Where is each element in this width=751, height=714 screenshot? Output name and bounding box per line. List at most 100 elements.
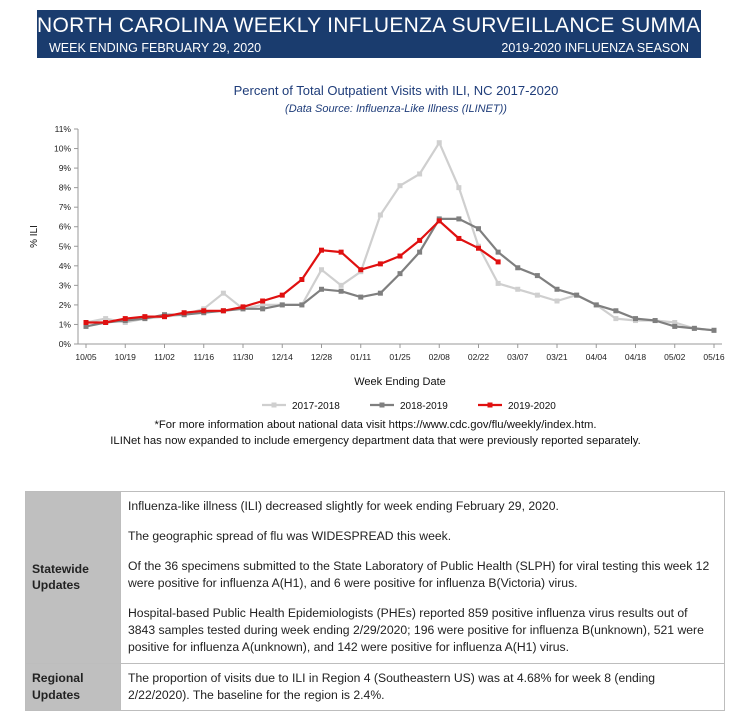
note-ilinet: ILINet has now expanded to include emerg… bbox=[110, 435, 641, 447]
legend-marker-2017-2018 bbox=[271, 402, 277, 408]
series-2019-2020-point bbox=[377, 261, 383, 267]
series-2019-2020-point bbox=[436, 218, 442, 224]
series-2019-2020-point bbox=[201, 308, 207, 314]
x-tick-label: 01/11 bbox=[350, 352, 371, 362]
series-2017-2018-point bbox=[515, 286, 521, 292]
series-2018-2019-point bbox=[319, 286, 324, 292]
series-2018-2019-point bbox=[338, 288, 344, 294]
statewide-label: Statewide Updates bbox=[25, 491, 121, 664]
series-2017-2018-point bbox=[456, 185, 462, 191]
series-2018-2019-point bbox=[593, 302, 599, 308]
series-2019-2020-point bbox=[456, 235, 462, 241]
x-tick-label: 11/16 bbox=[193, 352, 214, 362]
series-2019-2020-point bbox=[417, 237, 423, 243]
series-2017-2018-point bbox=[260, 302, 266, 308]
regional-content: The proportion of visits due to ILI in R… bbox=[120, 662, 725, 711]
series-2019-2020-line bbox=[86, 219, 499, 324]
series-2017-2018-point bbox=[534, 292, 540, 298]
series-2019-2020-point bbox=[142, 314, 148, 320]
series-2018-2019-point bbox=[83, 323, 89, 329]
y-tick-label: 4% bbox=[59, 261, 72, 271]
series-2018-2019-point bbox=[534, 273, 540, 279]
y-tick-label: 10% bbox=[54, 144, 71, 154]
series-2019-2020-point bbox=[240, 304, 246, 310]
series-2018-2019-point bbox=[456, 216, 462, 222]
y-tick-label: 6% bbox=[59, 222, 72, 232]
updates-table: Statewide Updates Influenza-like illness… bbox=[25, 491, 725, 711]
series-2017-2018-point bbox=[319, 267, 324, 273]
y-tick-label: 1% bbox=[59, 319, 72, 329]
y-tick-label: 2% bbox=[59, 300, 72, 310]
series-2019-2020-point bbox=[260, 298, 266, 304]
series-2018-2019-point bbox=[554, 286, 560, 292]
series-2017-2018-point bbox=[338, 282, 344, 288]
series-2018-2019-point bbox=[377, 290, 383, 296]
x-tick-label: 03/07 bbox=[507, 352, 529, 362]
series-2019-2020-point bbox=[397, 253, 403, 259]
series-2019-2020-point bbox=[495, 259, 501, 265]
series-2017-2018-point bbox=[436, 140, 442, 146]
x-tick-label: 04/04 bbox=[586, 352, 608, 362]
legend-label-2019-2020: 2019-2020 bbox=[508, 401, 556, 412]
x-tick-label: 05/16 bbox=[703, 352, 725, 362]
series-2018-2019-point bbox=[613, 308, 619, 314]
series-2019-2020-point bbox=[162, 314, 167, 320]
x-axis-title: Week Ending Date bbox=[354, 376, 446, 388]
statewide-paragraph: Of the 36 specimens submitted to the Sta… bbox=[128, 559, 710, 591]
statewide-paragraph: Hospital-based Public Health Epidemiolog… bbox=[128, 606, 704, 655]
series-2018-2019-point bbox=[652, 318, 658, 324]
ili-line-chart: Percent of Total Outpatient Visits with … bbox=[29, 83, 725, 412]
series-2017-2018-line bbox=[85, 141, 715, 332]
series-2018-2019-point bbox=[633, 316, 638, 322]
series-2019-2020-point bbox=[83, 320, 89, 325]
x-tick-label: 12/14 bbox=[272, 352, 294, 362]
legend-marker-2019-2020 bbox=[487, 402, 493, 408]
y-tick-label: 5% bbox=[59, 241, 72, 251]
series-2019-2020-point bbox=[220, 308, 226, 314]
report-title: NORTH CAROLINA WEEKLY INFLUENZA SURVEILL… bbox=[37, 14, 730, 37]
series-2019-2020-point bbox=[338, 249, 344, 255]
note-cdc-link: *For more information about national dat… bbox=[154, 419, 597, 431]
y-tick-label: 3% bbox=[59, 280, 72, 290]
series-2019-2020-point bbox=[299, 277, 305, 282]
regional-label: Regional Updates bbox=[25, 662, 121, 711]
x-tick-label: 12/28 bbox=[311, 352, 333, 362]
legend-marker-2018-2019 bbox=[379, 402, 385, 408]
series-2018-2019-point bbox=[417, 249, 423, 255]
series-2017-2018-point bbox=[495, 280, 501, 286]
y-tick-label: 8% bbox=[59, 183, 72, 193]
x-tick-label: 04/18 bbox=[625, 352, 647, 362]
regional-row: Regional Updates The proportion of visit… bbox=[25, 662, 725, 711]
series-2019-2020-point bbox=[358, 267, 364, 273]
series-2018-2019-point bbox=[476, 226, 481, 232]
series-2018-2019-point bbox=[299, 302, 305, 308]
series-2019-2020-point bbox=[181, 310, 187, 316]
series-2018-2019-point bbox=[279, 302, 285, 308]
series-2018-2019-point bbox=[260, 306, 266, 312]
series-2017-2018-point bbox=[417, 171, 423, 177]
y-tick-label: 9% bbox=[59, 163, 72, 173]
x-tick-label: 11/30 bbox=[233, 352, 254, 362]
x-tick-label: 02/22 bbox=[468, 352, 490, 362]
y-tick-label: 7% bbox=[59, 202, 72, 212]
series-2017-2018-point bbox=[220, 290, 226, 296]
x-tick-label: 05/02 bbox=[664, 352, 686, 362]
series-2018-2019-point bbox=[358, 294, 364, 300]
x-tick-label: 03/21 bbox=[546, 352, 568, 362]
y-axis-title: % ILI bbox=[29, 225, 40, 248]
series-2017-2018-point bbox=[397, 183, 403, 189]
series-2017-2018-point bbox=[672, 320, 678, 325]
series-2017-2018-point bbox=[613, 316, 619, 322]
series-2019-2020-point bbox=[476, 245, 481, 251]
series-2019-2020-point bbox=[122, 316, 128, 322]
header-banner: NORTH CAROLINA WEEKLY INFLUENZA SURVEILL… bbox=[37, 10, 730, 58]
series-2018-2019-point bbox=[574, 292, 580, 298]
series-2017-2018-point bbox=[377, 212, 383, 218]
series-2019-2020-point bbox=[103, 320, 109, 325]
x-tick-label: 11/02 bbox=[154, 352, 175, 362]
x-tick-label: 02/08 bbox=[429, 352, 451, 362]
x-tick-label: 10/05 bbox=[75, 352, 97, 362]
chart-subtitle: (Data Source: Influenza-Like Illness (IL… bbox=[285, 103, 507, 115]
statewide-paragraph: The geographic spread of flu was WIDESPR… bbox=[128, 529, 452, 544]
regional-paragraph: The proportion of visits due to ILI in R… bbox=[128, 670, 656, 702]
